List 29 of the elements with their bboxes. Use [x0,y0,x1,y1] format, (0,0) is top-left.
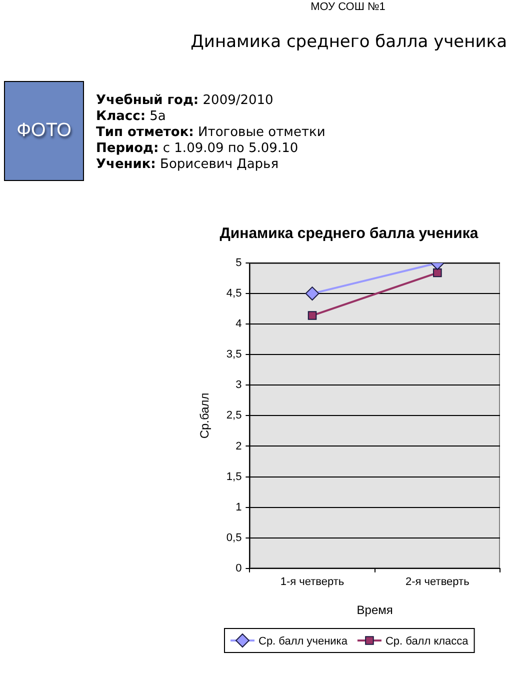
point [433,268,442,278]
point [305,286,320,301]
legend-label: Ср. балл класса [385,636,470,648]
text: Динамика среднего балла ученика [190,32,507,52]
y-tick-label: 3 [236,379,242,392]
text: Период: с 1.09.09 по 5.09.10 [96,141,298,156]
y-tick-label: 3,5 [226,348,242,361]
x-axis-title: Время [356,603,393,618]
y-tick-label: 2 [236,440,242,452]
legend-label: Ср. балл ученика [258,636,348,648]
chart-title: Динамика среднего балла ученика [220,225,479,242]
y-tick-label: 1 [236,501,242,514]
text: Класс: 5а [96,109,166,124]
y-tick-label: 2,5 [226,410,242,422]
x-tick-label: 2-я четверть [406,576,470,588]
text: Учебный год: 2009/2010 [96,93,274,108]
y-tick-label: 4,5 [226,288,242,300]
text: МОУ СОШ №1 [310,1,386,13]
y-tick-label: 1,5 [226,470,242,483]
y-tick-label: 0,5 [226,532,242,544]
y-tick-label: 5 [236,257,242,270]
text: ФОТО [16,120,72,142]
text: Тип отметок: Итоговые отметки [96,125,326,140]
y-tick-label: 4 [236,318,242,330]
y-tick-label: 0 [236,562,242,574]
point [308,311,317,320]
y-axis-title: Ср.балл [198,392,212,439]
text: Ученик: Борисевич Дарья [96,157,279,172]
x-tick-label: 1-я четверть [280,576,344,588]
